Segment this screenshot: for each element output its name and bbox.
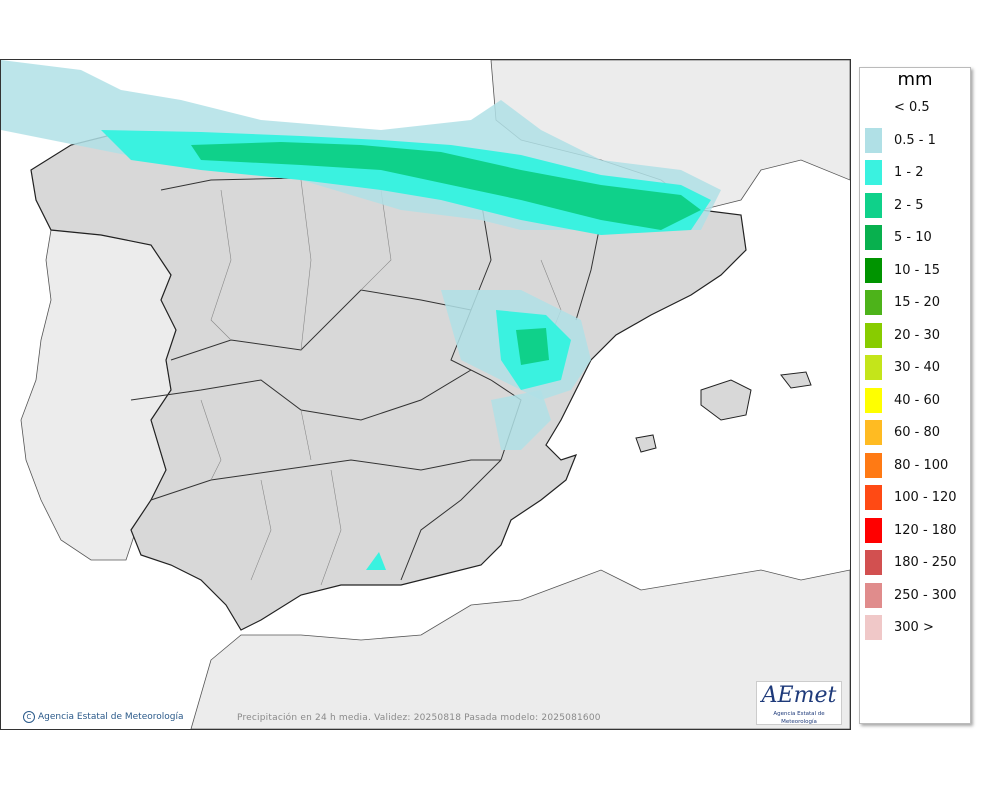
legend-label: 2 - 5 [894, 197, 924, 213]
legend-swatch [865, 485, 882, 510]
map-footer-caption: Precipitación en 24 h media. Validez: 20… [237, 713, 601, 723]
precip-1-2-malaga [366, 552, 386, 570]
legend-row: 60 - 80 [864, 420, 964, 446]
aemet-logo[interactable]: AEmet Agencia Estatal de Meteorología [756, 681, 842, 725]
legend-row: 40 - 60 [864, 387, 964, 414]
legend-swatch [865, 582, 882, 608]
map-canvas: C Agencia Estatal de Meteorología Precipi… [1, 60, 850, 729]
precipitation-legend: mm < 0.5 0.5 - 1 1 - 2 2 - 5 5 - 10 10 - 15 15… [859, 67, 971, 724]
legend-row: 10 - 15 [864, 257, 964, 284]
legend-label: 180 - 250 [894, 555, 957, 570]
legend-swatch [865, 225, 882, 250]
legend-row: 2 - 5 [864, 192, 964, 219]
legend-row: 250 - 300 [864, 582, 964, 609]
legend-row: 0.5 - 1 [864, 127, 964, 154]
legend-label: 10 - 15 [894, 262, 941, 278]
agency-credit-text: Agencia Estatal de Meteorología [38, 712, 184, 722]
precipitation-areas [1, 60, 721, 570]
legend-row: < 0.5 [864, 95, 964, 121]
legend-swatch [865, 290, 882, 315]
menorca-island [780, 371, 812, 389]
legend-label: 20 - 30 [894, 327, 941, 343]
precipitation-map: C Agencia Estatal de Meteorología Precipi… [0, 59, 851, 730]
legend-label: 40 - 60 [894, 392, 941, 408]
province-borders [200, 179, 562, 586]
precip-2-5-north [191, 142, 701, 230]
africa-land [190, 569, 850, 729]
legend-swatch [865, 192, 882, 218]
mallorca-island [700, 379, 752, 421]
legend-swatch [865, 615, 882, 640]
legend-label: 1 - 2 [894, 165, 924, 180]
ibiza-island [635, 434, 657, 453]
legend-swatch [865, 257, 882, 283]
precip-2-5-aragon [516, 328, 549, 365]
legend-label: 0.5 - 1 [894, 132, 936, 148]
legend-unit: mm [897, 69, 933, 90]
legend-row: 100 - 120 [864, 485, 964, 511]
legend-row: 15 - 20 [864, 290, 964, 316]
legend-label: 80 - 100 [894, 457, 949, 473]
legend-label: 5 - 10 [894, 230, 932, 245]
legend-row: 5 - 10 [864, 225, 964, 251]
legend-swatch [865, 452, 882, 478]
legend-swatch [865, 420, 882, 445]
legend-label: 250 - 300 [894, 587, 957, 603]
legend-row: 20 - 30 [864, 322, 964, 349]
legend-swatch [865, 517, 882, 543]
copyright-icon: C [23, 711, 35, 723]
legend-label: 30 - 40 [894, 360, 941, 375]
legend-label: 15 - 20 [894, 295, 941, 310]
aemet-logo-subtitle: Agencia Estatal de Meteorología [773, 711, 825, 725]
legend-label: 100 - 120 [894, 490, 957, 505]
legend-swatch [865, 550, 882, 575]
legend-row: 1 - 2 [864, 160, 964, 186]
agency-credit[interactable]: C Agencia Estatal de Meteorología [23, 711, 184, 723]
aemet-logo-text: AEmet [761, 683, 837, 708]
legend-swatch [865, 322, 882, 348]
legend-label: 120 - 180 [894, 522, 957, 538]
legend-swatch [865, 160, 882, 185]
legend-row: 30 - 40 [864, 355, 964, 381]
legend-label: 60 - 80 [894, 425, 941, 440]
legend-swatch [865, 127, 882, 153]
legend-label: 300 > [894, 620, 934, 635]
legend-swatch [865, 355, 882, 380]
legend-label: < 0.5 [894, 100, 930, 115]
legend-swatch [865, 387, 882, 413]
precip-0.5-1-valencia [491, 390, 551, 450]
legend-row: 300 > [864, 615, 964, 641]
legend-swatch [865, 95, 882, 120]
legend-row: 120 - 180 [864, 517, 964, 544]
legend-row: 80 - 100 [864, 452, 964, 479]
legend-row: 180 - 250 [864, 550, 964, 576]
